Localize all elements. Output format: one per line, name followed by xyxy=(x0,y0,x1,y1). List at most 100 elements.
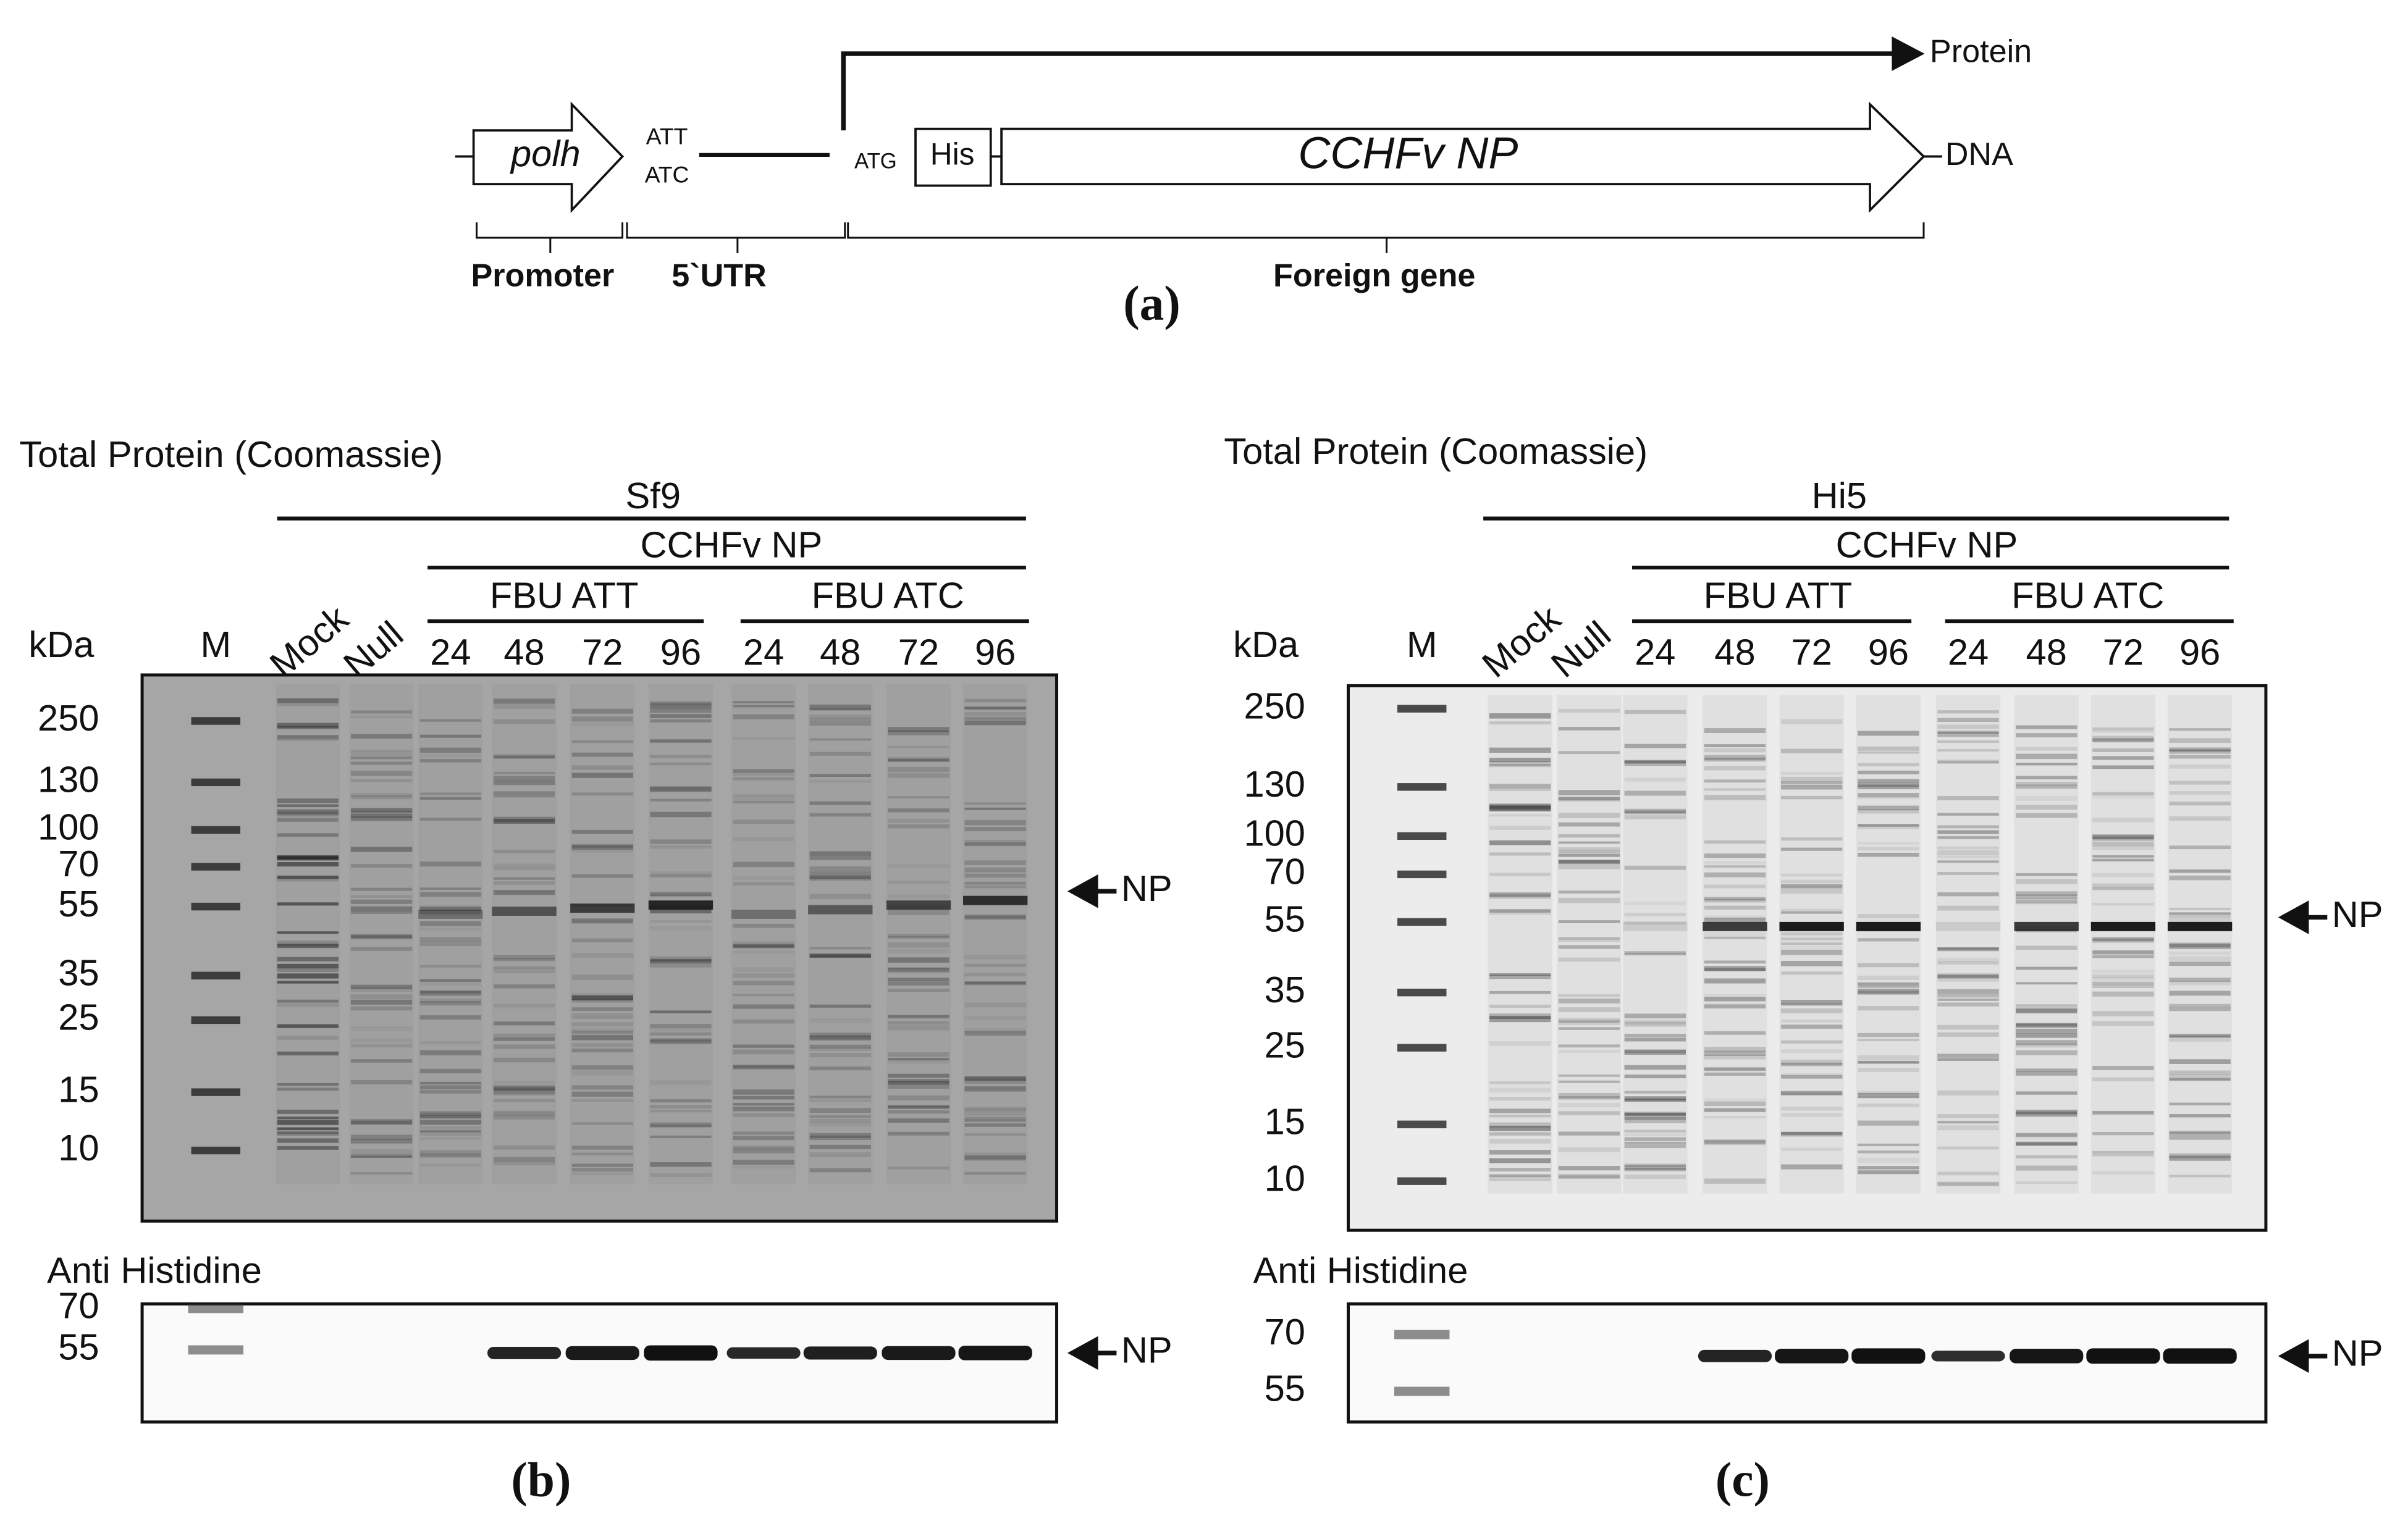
gel-band xyxy=(809,813,871,817)
gel-band xyxy=(1780,1062,1843,1065)
gel-band xyxy=(733,1165,794,1169)
gel-band xyxy=(1558,864,1620,870)
gel-band xyxy=(277,876,339,882)
gel-band xyxy=(2092,736,2154,740)
gel-band xyxy=(2169,1134,2231,1140)
gel-band xyxy=(493,877,555,880)
gel-band xyxy=(1558,920,1620,923)
gel-band xyxy=(350,756,413,760)
gel-band xyxy=(809,875,871,881)
gel-band xyxy=(964,1108,1026,1113)
gel-band xyxy=(1937,724,1999,729)
gel-band xyxy=(1937,1058,1999,1061)
gel-band xyxy=(419,861,482,867)
gel-band xyxy=(493,791,555,794)
marker-label: 55 xyxy=(1265,899,1305,940)
np-band xyxy=(1623,921,1688,931)
gel-band xyxy=(1489,1013,1551,1018)
gel-band xyxy=(733,796,794,801)
western-band xyxy=(487,1346,562,1359)
gel-band xyxy=(571,998,633,1003)
gel-band xyxy=(419,1113,482,1118)
gel-band xyxy=(2092,873,2154,878)
gel-band xyxy=(350,770,413,776)
gel-band xyxy=(1489,1015,1551,1019)
gel-band xyxy=(2169,781,2231,785)
construct: CCHFv NP xyxy=(1836,524,2018,566)
np-band xyxy=(1856,921,1921,931)
gel-band xyxy=(1624,951,1686,955)
gel-band xyxy=(650,739,712,742)
western-band xyxy=(726,1347,801,1359)
gel-band xyxy=(1780,1025,1843,1029)
gel-band xyxy=(2169,1153,2231,1159)
gel-band xyxy=(2169,748,2231,752)
gel-band xyxy=(1704,960,1766,964)
gel-band xyxy=(888,967,949,970)
gel-band xyxy=(1624,790,1686,796)
gel-band xyxy=(350,887,413,891)
gel-band xyxy=(1780,888,1843,894)
gel-band xyxy=(1704,997,1766,1002)
gel-band xyxy=(733,777,794,781)
gel-band xyxy=(1489,807,1551,811)
gel-band xyxy=(1858,1038,1919,1042)
gel-band xyxy=(1624,1013,1686,1019)
gel-band xyxy=(493,776,555,781)
gel-band xyxy=(1558,1173,1620,1179)
gel-band xyxy=(419,747,482,753)
gel-band xyxy=(1704,932,1766,937)
gel-band xyxy=(809,704,871,710)
gel-band xyxy=(964,963,1026,967)
gel-band xyxy=(964,1079,1026,1084)
gel-band xyxy=(1489,1018,1551,1023)
gel-band xyxy=(1558,1131,1620,1136)
gel-band xyxy=(1624,1165,1686,1170)
gel-band xyxy=(1624,1141,1686,1144)
gel-band xyxy=(350,749,413,752)
lane xyxy=(2090,695,2156,1194)
gel-band xyxy=(1489,892,1551,897)
gel-band xyxy=(277,943,339,947)
gel-band xyxy=(733,800,794,803)
marker-label: 10 xyxy=(1265,1157,1305,1199)
gel-band xyxy=(2016,1004,2078,1007)
gel-band xyxy=(571,829,633,834)
gel-band xyxy=(571,1168,633,1172)
gel-band xyxy=(1624,1110,1686,1117)
gel-band xyxy=(1489,807,1551,811)
gel-band xyxy=(809,1118,871,1124)
marker-label: 130 xyxy=(1244,763,1305,805)
gel-band xyxy=(650,1125,712,1128)
gel-band xyxy=(2092,817,2154,823)
gel-band xyxy=(1858,938,1919,942)
time-label: 24 xyxy=(743,631,784,673)
lane xyxy=(1779,695,1844,1194)
gel-band xyxy=(733,944,794,949)
gel-band xyxy=(733,1159,794,1165)
gel-band xyxy=(419,921,482,926)
gel-band xyxy=(1858,1068,1919,1072)
gel-band xyxy=(888,968,949,973)
marker-band xyxy=(191,1146,241,1155)
gel-band xyxy=(1937,710,1999,714)
gel-band xyxy=(1937,993,1999,998)
gel-band xyxy=(2016,747,2078,751)
gel-band xyxy=(419,937,482,942)
gel-band xyxy=(419,1131,482,1136)
western-band xyxy=(882,1346,956,1360)
gel-band xyxy=(1858,991,1919,995)
gel-band xyxy=(277,726,339,729)
gel-band xyxy=(809,1099,871,1103)
time-label: 24 xyxy=(1948,631,1989,673)
gel-band xyxy=(2092,981,2154,986)
gel-band xyxy=(1780,719,1843,724)
marker-band xyxy=(1397,705,1447,713)
gel-band xyxy=(1624,1112,1686,1115)
gel-band xyxy=(2016,894,2078,900)
gel-band xyxy=(493,818,555,824)
gel-band xyxy=(888,1081,949,1085)
gel-band xyxy=(1937,973,1999,978)
gel-band xyxy=(493,966,555,970)
gel-band xyxy=(1558,726,1620,731)
